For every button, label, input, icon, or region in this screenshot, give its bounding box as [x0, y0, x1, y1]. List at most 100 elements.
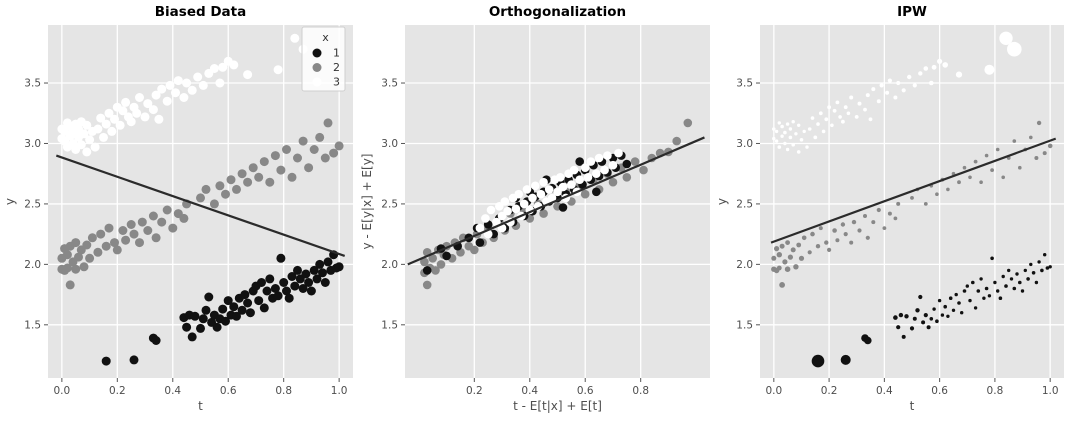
- x-tick-label: 0.8: [632, 385, 649, 397]
- data-point: [893, 216, 898, 221]
- data-point: [209, 199, 219, 209]
- y-tick-label: 2.0: [24, 259, 41, 271]
- data-point: [811, 354, 825, 368]
- data-point: [187, 85, 197, 95]
- data-point: [1026, 277, 1030, 281]
- legend-box: [301, 26, 346, 92]
- data-point: [979, 180, 983, 184]
- data-point: [932, 307, 936, 311]
- data-point: [547, 193, 557, 203]
- data-point: [896, 201, 901, 206]
- scatter-series-3: [772, 31, 1022, 154]
- data-point: [639, 165, 648, 175]
- data-point: [218, 62, 228, 72]
- data-point: [802, 129, 806, 134]
- data-point: [1036, 120, 1042, 126]
- data-point: [841, 119, 845, 124]
- data-point: [797, 123, 801, 128]
- y-axis-label: y - E[y|x] + E[y]: [360, 154, 374, 250]
- data-point: [259, 157, 269, 167]
- data-point: [87, 233, 97, 243]
- data-point: [893, 315, 898, 320]
- data-point: [586, 157, 596, 166]
- data-point: [772, 127, 776, 131]
- data-point: [287, 272, 297, 281]
- data-point: [298, 284, 308, 293]
- data-point: [887, 78, 893, 83]
- data-point: [323, 118, 333, 128]
- x-axis-label: t - E[t|x] + E[t]: [513, 399, 602, 413]
- data-point: [937, 58, 943, 64]
- data-point: [196, 193, 205, 203]
- data-point: [824, 240, 829, 245]
- legend-title: x: [322, 31, 329, 44]
- x-axis-label: t: [198, 399, 203, 413]
- data-point: [151, 336, 161, 345]
- data-point: [957, 180, 961, 185]
- data-point: [431, 266, 440, 275]
- y-tick-label: 3.5: [24, 78, 41, 90]
- data-point: [165, 80, 175, 90]
- x-tick-label: 0.0: [765, 385, 782, 397]
- data-point: [614, 148, 623, 158]
- legend-item-3: 3: [312, 76, 340, 89]
- x-tick-label: 0.4: [876, 385, 893, 397]
- data-point: [315, 132, 325, 142]
- data-point: [672, 136, 681, 146]
- data-point: [148, 211, 158, 221]
- data-point: [201, 305, 211, 315]
- data-point: [923, 313, 928, 318]
- data-point: [824, 117, 829, 122]
- data-point: [232, 311, 241, 321]
- data-point: [154, 114, 164, 124]
- data-point: [838, 115, 842, 119]
- data-point: [481, 214, 490, 223]
- data-point: [118, 226, 128, 235]
- data-point: [931, 64, 937, 70]
- data-point: [835, 100, 840, 105]
- data-point: [470, 245, 479, 255]
- y-tick-label: 1.5: [24, 319, 41, 331]
- data-point: [810, 116, 815, 120]
- data-point: [1007, 41, 1022, 57]
- data-point: [962, 165, 967, 170]
- data-point: [901, 334, 906, 339]
- data-point: [276, 165, 286, 175]
- data-point: [805, 145, 809, 149]
- data-point: [600, 165, 609, 175]
- data-point: [500, 197, 510, 206]
- data-point: [827, 105, 831, 110]
- data-point: [912, 83, 917, 88]
- data-point: [531, 181, 540, 191]
- data-point: [776, 252, 782, 258]
- data-point: [179, 213, 189, 223]
- panel-title: IPW: [897, 4, 927, 20]
- data-point: [630, 157, 640, 166]
- x-tick-label: 1.0: [331, 385, 348, 397]
- data-point: [815, 244, 821, 249]
- data-point: [846, 111, 851, 116]
- data-point: [212, 322, 222, 332]
- data-point: [101, 356, 111, 366]
- data-point: [245, 308, 255, 318]
- data-point: [1031, 271, 1036, 275]
- data-point: [1047, 143, 1053, 149]
- data-point: [420, 257, 429, 267]
- data-point: [868, 117, 873, 122]
- data-point: [126, 117, 136, 127]
- panel-orthogonalization: 0.2 0.4 0.6 0.8 1.5 2.0 2.5 3.0 3.5 Orthogonaliza…: [360, 4, 710, 413]
- data-point: [827, 247, 832, 252]
- data-point: [79, 262, 89, 272]
- data-point: [843, 232, 848, 237]
- data-point: [887, 211, 892, 216]
- data-point: [148, 105, 158, 115]
- data-point: [851, 219, 857, 225]
- data-point: [243, 298, 253, 308]
- data-point: [76, 140, 86, 150]
- data-point: [777, 121, 781, 125]
- data-point: [428, 253, 438, 263]
- data-point: [115, 120, 125, 130]
- data-point: [323, 257, 333, 267]
- data-point: [909, 326, 915, 331]
